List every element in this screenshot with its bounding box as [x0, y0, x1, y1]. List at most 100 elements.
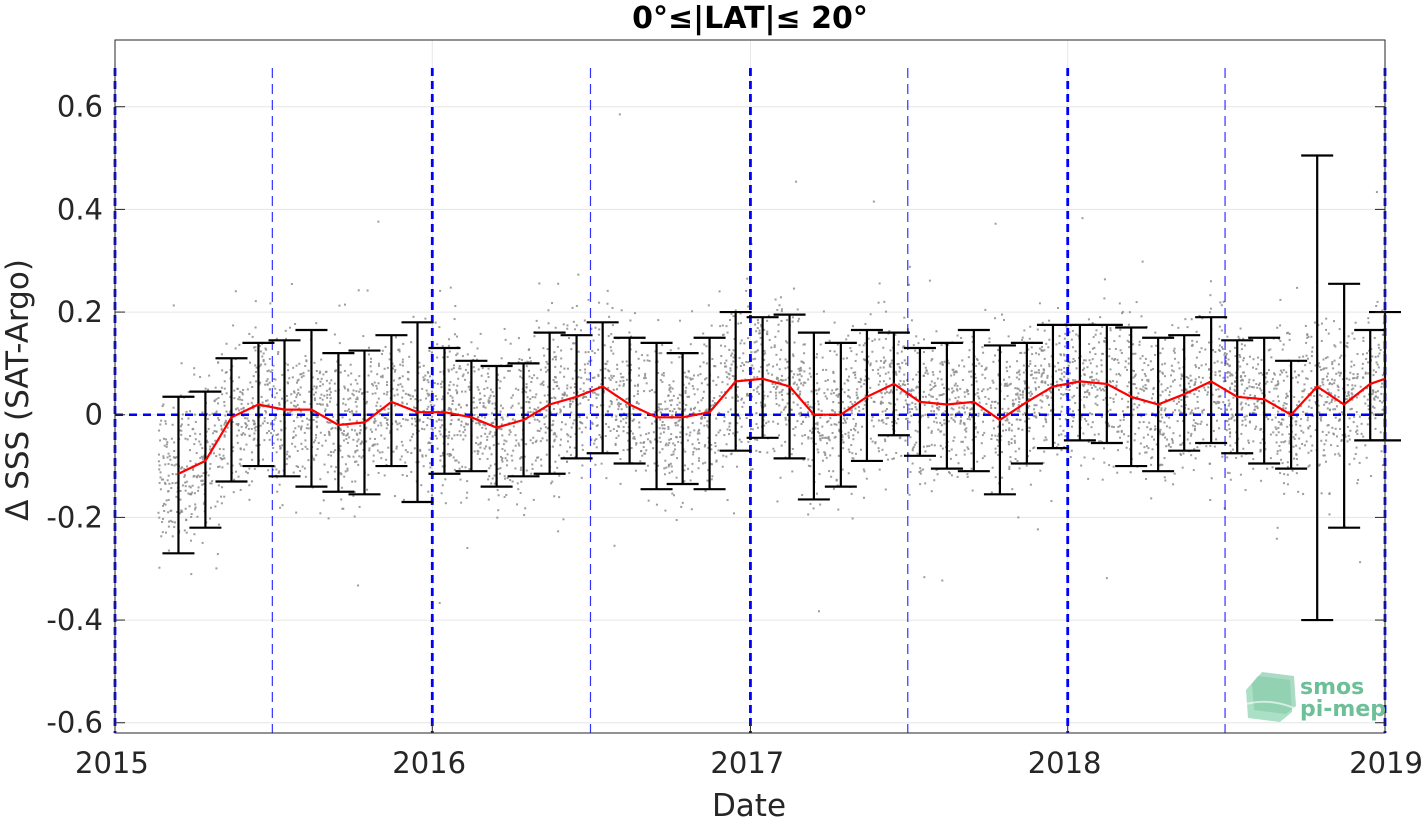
- scatter-point: [1353, 457, 1356, 460]
- scatter-point: [1122, 416, 1125, 419]
- scatter-point: [1362, 376, 1365, 379]
- scatter-point: [1060, 386, 1063, 389]
- scatter-point: [1060, 393, 1063, 396]
- scatter-point: [472, 366, 475, 369]
- scatter-point: [852, 427, 855, 430]
- scatter-point: [488, 432, 491, 435]
- scatter-point: [957, 462, 960, 465]
- scatter-point: [746, 277, 749, 280]
- scatter-point: [506, 477, 509, 480]
- scatter-point: [1195, 340, 1198, 343]
- scatter-point: [1269, 457, 1272, 460]
- scatter-point: [1297, 400, 1300, 403]
- scatter-point: [192, 468, 195, 471]
- scatter-point: [645, 449, 648, 452]
- scatter-point: [1137, 392, 1140, 395]
- scatter-point: [339, 364, 342, 367]
- scatter-point: [673, 494, 676, 497]
- scatter-point: [536, 418, 539, 421]
- scatter-point: [1007, 443, 1010, 446]
- scatter-point: [385, 418, 388, 421]
- scatter-point: [626, 431, 629, 434]
- scatter-point: [555, 385, 558, 388]
- scatter-point: [538, 282, 541, 285]
- scatter-point: [260, 395, 263, 398]
- scatter-point: [848, 451, 851, 454]
- scatter-point: [1022, 364, 1025, 367]
- scatter-point: [901, 361, 904, 364]
- scatter-point: [1358, 415, 1361, 418]
- scatter-point: [1201, 317, 1204, 320]
- scatter-point: [1016, 393, 1019, 396]
- scatter-point: [556, 345, 559, 348]
- scatter-point: [590, 385, 593, 388]
- scatter-point: [807, 464, 810, 467]
- scatter-point: [782, 408, 785, 411]
- scatter-point: [458, 403, 461, 406]
- scatter-point: [963, 423, 966, 426]
- scatter-point: [1094, 402, 1097, 405]
- scatter-point: [380, 424, 383, 427]
- scatter-point: [482, 423, 485, 426]
- scatter-point: [264, 363, 267, 366]
- scatter-point: [608, 370, 611, 373]
- scatter-point: [897, 414, 900, 417]
- scatter-point: [484, 406, 487, 409]
- scatter-point: [404, 418, 407, 421]
- scatter-point: [1215, 388, 1218, 391]
- scatter-point: [1187, 407, 1190, 410]
- scatter-point: [1024, 420, 1027, 423]
- scatter-point: [922, 374, 925, 377]
- scatter-point: [1231, 382, 1234, 385]
- scatter-point: [369, 437, 372, 440]
- scatter-point: [950, 407, 953, 410]
- scatter-point: [477, 422, 480, 425]
- scatter-point: [905, 417, 908, 420]
- scatter-point: [175, 456, 178, 459]
- scatter-point: [798, 379, 801, 382]
- scatter-point: [265, 411, 268, 414]
- scatter-point: [1018, 467, 1021, 470]
- scatter-point: [1152, 367, 1155, 370]
- scatter-point: [702, 462, 705, 465]
- scatter-point: [1228, 435, 1231, 438]
- scatter-point: [527, 411, 530, 414]
- scatter-point: [943, 387, 946, 390]
- scatter-point: [967, 356, 970, 359]
- scatter-point: [553, 396, 556, 399]
- scatter-point: [916, 430, 919, 433]
- scatter-point: [755, 340, 758, 343]
- scatter-point: [1096, 404, 1099, 407]
- scatter-point: [467, 385, 470, 388]
- scatter-point: [739, 312, 742, 315]
- scatter-point: [365, 413, 368, 416]
- scatter-point: [327, 517, 330, 520]
- scatter-point: [433, 404, 436, 407]
- scatter-point: [593, 352, 596, 355]
- scatter-point: [959, 415, 962, 418]
- scatter-point: [774, 387, 777, 390]
- scatter-point: [830, 409, 833, 412]
- scatter-point: [814, 427, 817, 430]
- scatter-point: [238, 396, 241, 399]
- scatter-point: [301, 465, 304, 468]
- scatter-point: [453, 468, 456, 471]
- scatter-point: [869, 386, 872, 389]
- scatter-point: [1218, 325, 1221, 328]
- scatter-point: [1242, 447, 1245, 450]
- scatter-point: [506, 453, 509, 456]
- scatter-point: [1278, 444, 1281, 447]
- scatter-point: [679, 436, 682, 439]
- scatter-point: [525, 469, 528, 472]
- scatter-point: [254, 429, 257, 432]
- scatter-point: [885, 453, 888, 456]
- scatter-point: [1023, 380, 1026, 383]
- scatter-point: [164, 531, 167, 534]
- scatter-point: [904, 362, 907, 365]
- scatter-point: [775, 353, 778, 356]
- scatter-point: [1142, 385, 1145, 388]
- scatter-point: [1145, 451, 1148, 454]
- scatter-point: [929, 458, 932, 461]
- scatter-point: [940, 378, 943, 381]
- scatter-point: [966, 473, 969, 476]
